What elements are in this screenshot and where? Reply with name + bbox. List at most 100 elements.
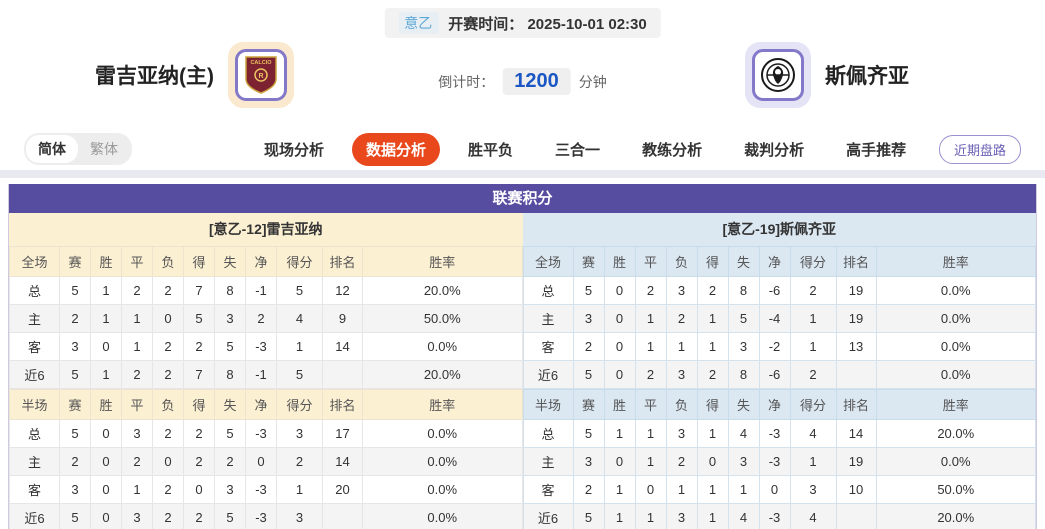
table-cell: 19 [835,304,877,333]
table-cell: -4 [758,304,791,333]
table-cell: 2 [121,276,153,305]
table-cell: 2 [152,475,184,504]
table-cell: 5 [59,276,91,305]
table-cell: -3 [245,332,277,361]
column-header: 平 [634,246,667,277]
tab-裁判分析[interactable]: 裁判分析 [744,141,805,159]
nav-tabs: 现场分析 数据分析 胜平负 三合一 教练分析 裁判分析 高手推荐 [250,132,920,166]
home-panel-header: [意乙-12]雷吉亚纳 [9,213,523,246]
table-cell: 1 [603,475,636,504]
column-header: 得 [696,389,729,420]
table-cell: 5 [183,304,215,333]
table-cell: 1 [696,503,729,529]
tab-高手推荐[interactable]: 高手推荐 [846,141,907,159]
column-header: 净 [758,389,791,420]
lang-simplified-button[interactable]: 简体 [26,135,78,163]
column-header: 赛 [572,389,605,420]
table-cell: 1 [603,503,636,529]
away-panel-header: [意乙-19]斯佩齐亚 [522,213,1036,246]
table-cell: 0.0% [875,276,1036,305]
recent-trends-button[interactable]: 近期盘路 [938,134,1021,164]
table-cell: 1 [90,304,122,333]
column-header: 负 [152,246,184,277]
table-cell: 3 [727,332,760,361]
table-cell: 0 [90,447,122,476]
table-cell: 5 [727,304,760,333]
kickoff-time: 开赛时间： 2025-10-01 02:30 [448,15,647,33]
table-cell: 0 [90,332,122,361]
column-header: 排名 [322,246,363,277]
table-cell: 8 [727,360,760,389]
table-cell: 0 [758,475,791,504]
table-cell: 0 [152,304,184,333]
column-header-row: 半场赛胜平负得失净得分 排名 胜率 [9,389,523,420]
svg-text:R: R [258,73,263,80]
table-cell: 总 [9,419,60,448]
table-cell: 2 [183,447,215,476]
table-cell: 8 [214,360,246,389]
tab-教练分析[interactable]: 教练分析 [642,141,703,159]
tab-数据分析[interactable]: 数据分析 [352,132,441,166]
column-header: 得分 [789,246,837,277]
table-cell: 1 [634,304,667,333]
table-cell: 0 [245,447,277,476]
tab-三合一[interactable]: 三合一 [555,141,601,159]
table-cell: 5 [59,360,91,389]
table-cell: 1 [665,332,698,361]
lang-traditional-button[interactable]: 繁体 [90,141,118,157]
table-cell: 2 [183,332,215,361]
column-header: 失 [727,246,760,277]
table-cell: 2 [696,276,729,305]
table-cell: 19 [835,447,877,476]
table-cell: 4 [276,304,323,333]
table-cell: 0 [603,447,636,476]
table-cell: 0.0% [875,360,1036,389]
column-header: 平 [121,389,153,420]
table-cell [835,360,877,389]
table-cell: -3 [758,419,791,448]
table-cell: 13 [835,332,877,361]
table-cell: 1 [634,332,667,361]
table-cell: -2 [758,332,791,361]
table-cell: 客 [9,475,60,504]
column-header: 得 [183,246,215,277]
table-cell: 8 [727,276,760,305]
table-cell: 0.0% [362,503,523,529]
table-cell: 1 [789,304,837,333]
table-cell: -3 [758,447,791,476]
column-header: 得分 [276,389,323,420]
column-header: 赛 [572,246,605,277]
table-cell: 4 [789,419,837,448]
table-cell: 2 [121,360,153,389]
table-cell: 主 [522,304,574,333]
table-cell: 5 [572,360,605,389]
table-cell: 20.0% [362,360,523,389]
table-cell: 0.0% [875,447,1036,476]
table-cell: 20.0% [362,276,523,305]
table-cell: 近6 [522,503,574,529]
table-cell: 5 [59,419,91,448]
table-cell: 2 [152,360,184,389]
table-cell [835,503,877,529]
table-row: 近6 5 0 3 2 2 5 -3 3 0.0% [9,503,523,529]
tab-胜平负[interactable]: 胜平负 [468,141,514,159]
table-cell: 2 [789,276,837,305]
table-cell: 20.0% [875,503,1036,529]
section-divider [0,170,1045,178]
table-cell: -1 [245,276,277,305]
table-cell: 5 [214,419,246,448]
away-crest-icon [752,49,804,101]
tab-现场分析[interactable]: 现场分析 [264,141,325,159]
table-row: 客 2 0 1 1 1 3 -2 1 13 0.0% [522,332,1036,361]
table-cell [322,360,363,389]
column-header: 赛 [59,389,91,420]
table-cell: 2 [121,447,153,476]
table-cell: 1 [90,276,122,305]
table-cell: 2 [245,304,277,333]
home-team-name: 雷吉亚纳(主) [95,65,214,88]
table-cell: 3 [214,475,246,504]
table-cell: 0.0% [875,332,1036,361]
table-cell: 2 [634,276,667,305]
table-cell: 0.0% [362,447,523,476]
column-header: 得 [183,389,215,420]
